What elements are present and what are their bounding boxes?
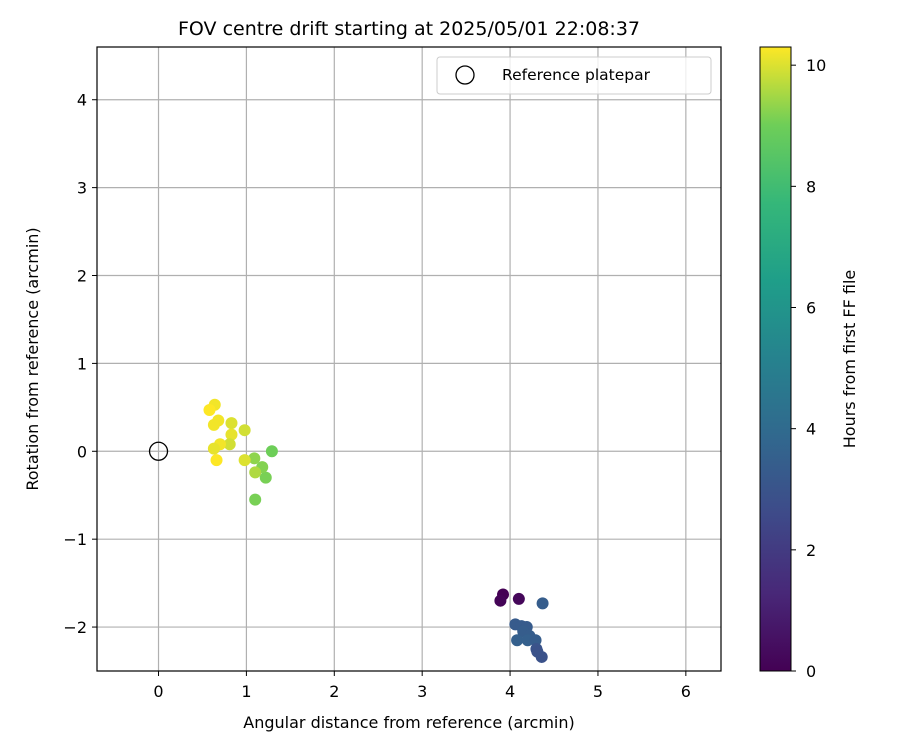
plot-background (97, 47, 721, 671)
x-tick-label: 6 (681, 682, 691, 701)
colorbar-tick-label: 2 (806, 541, 816, 560)
data-point (512, 592, 525, 605)
x-tick-label: 1 (241, 682, 251, 701)
data-point (511, 634, 524, 647)
data-points (148, 398, 549, 663)
data-point (259, 471, 272, 484)
data-point (536, 597, 549, 610)
x-tick-label: 0 (153, 682, 163, 701)
data-point (207, 418, 220, 431)
data-point (248, 452, 261, 465)
data-point (225, 428, 238, 441)
y-tick-label: 4 (77, 91, 87, 110)
x-axis-label: Angular distance from reference (arcmin) (243, 713, 574, 732)
x-tick-label: 2 (329, 682, 339, 701)
y-axis-label: Rotation from reference (arcmin) (23, 227, 42, 490)
colorbar-tick-label: 10 (806, 56, 826, 75)
grid (97, 47, 721, 671)
y-tick-label: 2 (77, 267, 87, 286)
data-point (249, 466, 262, 479)
colorbar-tick-label: 6 (806, 299, 816, 318)
colorbar-gradient (759, 46, 792, 672)
y-axis-ticks: −2 −1 0 1 2 3 4 (63, 91, 97, 637)
legend-marker-reference (455, 65, 475, 85)
chart-title: FOV centre drift starting at 2025/05/01 … (178, 18, 640, 40)
data-point (203, 403, 216, 416)
data-point (225, 417, 238, 430)
y-tick-label: −1 (63, 530, 87, 549)
data-point (223, 438, 236, 451)
data-point (535, 650, 548, 663)
x-axis-ticks: 0 1 2 3 4 5 6 (153, 671, 691, 701)
x-tick-label: 5 (593, 682, 603, 701)
data-point (529, 634, 542, 647)
y-tick-label: 3 (77, 179, 87, 198)
colorbar-label: Hours from first FF file (840, 270, 859, 449)
data-point (494, 594, 507, 607)
data-point (238, 454, 251, 467)
y-tick-label: −2 (63, 618, 87, 637)
x-tick-label: 4 (505, 682, 515, 701)
data-point (210, 454, 223, 467)
plot-area: 0 1 2 3 4 5 6 −2 −1 0 1 2 3 4 (63, 46, 722, 701)
data-point (249, 493, 262, 506)
x-tick-label: 3 (417, 682, 427, 701)
data-point (265, 445, 278, 458)
colorbar-tick-label: 0 (806, 662, 816, 681)
colorbar-tick-label: 8 (806, 177, 816, 196)
data-point (238, 424, 251, 437)
colorbar-tick-label: 4 (806, 420, 816, 439)
y-tick-label: 0 (77, 442, 87, 461)
legend-label-reference: Reference platepar (502, 66, 651, 84)
reference-platepar-marker (148, 441, 169, 461)
y-tick-label: 1 (77, 354, 87, 373)
colorbar: 0 2 4 6 8 10 Hours from first FF file (759, 46, 859, 681)
data-point (207, 442, 220, 455)
legend-box (436, 56, 712, 95)
legend: Reference platepar (436, 56, 712, 95)
plot-frame (96, 46, 722, 672)
colorbar-ticks: 0 2 4 6 8 10 (791, 56, 826, 681)
